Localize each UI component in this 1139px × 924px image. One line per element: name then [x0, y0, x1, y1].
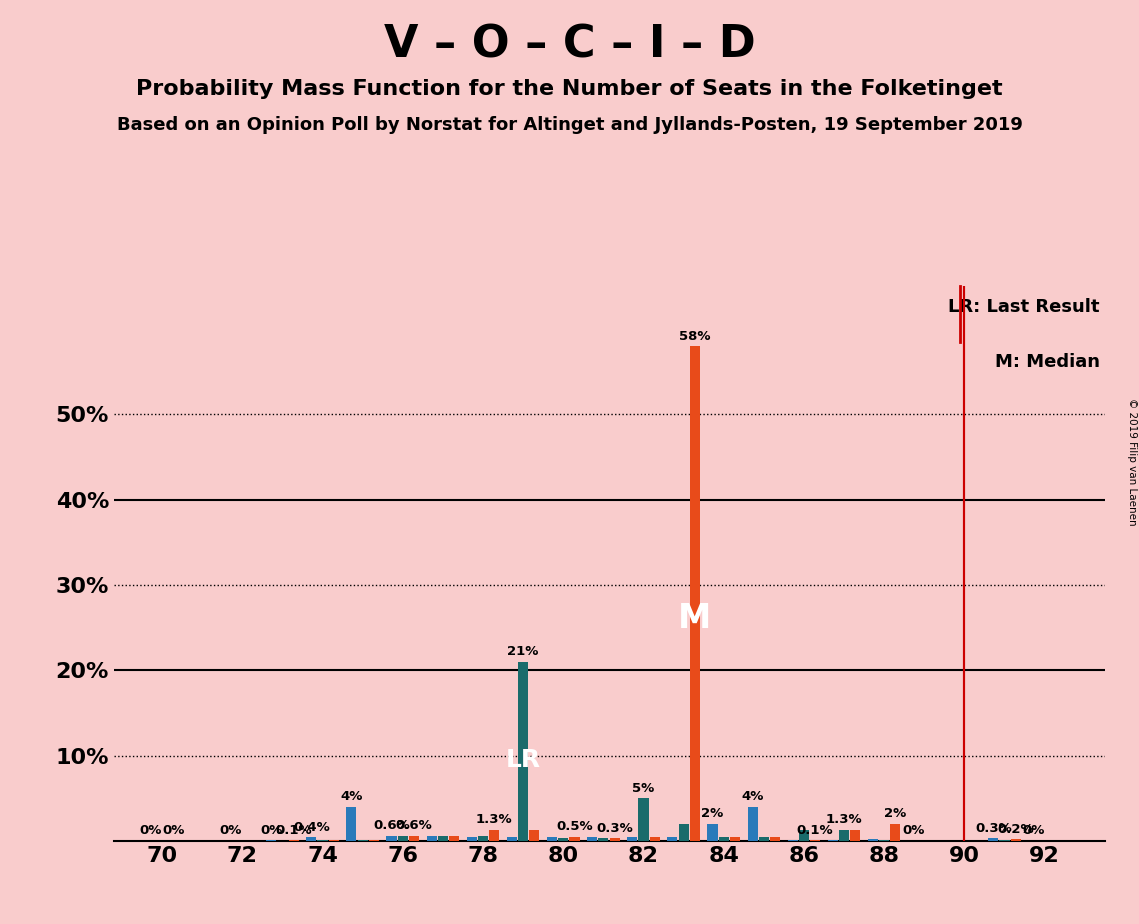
Text: 0.1%: 0.1% [797, 823, 834, 836]
Bar [1010, 839, 1021, 841]
Text: 2%: 2% [702, 808, 723, 821]
Bar [478, 835, 487, 841]
Bar [467, 836, 477, 841]
Text: 0.5%: 0.5% [556, 821, 592, 833]
Bar [530, 830, 540, 841]
Bar [507, 836, 517, 841]
Bar [667, 836, 678, 841]
Bar [850, 830, 860, 841]
Text: 0%: 0% [220, 824, 243, 837]
Bar [409, 835, 419, 841]
Bar [547, 836, 557, 841]
Bar [707, 824, 718, 841]
Bar [770, 836, 780, 841]
Text: 0.3%: 0.3% [596, 821, 633, 835]
Bar [639, 798, 648, 841]
Text: 0%: 0% [902, 824, 924, 837]
Text: M: Median: M: Median [994, 353, 1100, 371]
Bar [449, 835, 459, 841]
Text: LR: Last Result: LR: Last Result [949, 298, 1100, 315]
Bar [570, 836, 580, 841]
Bar [306, 837, 317, 841]
Bar [747, 807, 757, 841]
Bar [839, 830, 849, 841]
Text: 0.3%: 0.3% [975, 821, 1011, 835]
Bar [437, 835, 448, 841]
Bar [598, 838, 608, 841]
Text: V – O – C – I – D: V – O – C – I – D [384, 23, 755, 67]
Text: 0.1%: 0.1% [276, 823, 312, 836]
Bar [730, 836, 740, 841]
Bar [609, 838, 620, 841]
Bar [427, 835, 436, 841]
Text: Based on an Opinion Poll by Norstat for Altinget and Jyllands-Posten, 19 Septemb: Based on an Opinion Poll by Norstat for … [116, 116, 1023, 133]
Bar [558, 838, 568, 841]
Text: 0.2%: 0.2% [998, 822, 1034, 835]
Text: 58%: 58% [679, 330, 711, 343]
Text: 0.6%: 0.6% [374, 820, 410, 833]
Text: 5%: 5% [632, 782, 655, 795]
Text: 1.3%: 1.3% [826, 813, 862, 826]
Bar [398, 835, 408, 841]
Bar [587, 836, 597, 841]
Bar [346, 807, 357, 841]
Text: © 2019 Filip van Laenen: © 2019 Filip van Laenen [1126, 398, 1137, 526]
Text: 1.3%: 1.3% [476, 813, 513, 826]
Bar [891, 824, 901, 841]
Text: 4%: 4% [341, 790, 362, 803]
Bar [719, 836, 729, 841]
Text: 21%: 21% [507, 645, 539, 658]
Bar [690, 346, 699, 841]
Bar [868, 839, 878, 841]
Bar [798, 830, 809, 841]
Bar [989, 838, 999, 841]
Text: 0.4%: 0.4% [293, 821, 329, 834]
Bar [386, 835, 396, 841]
Bar [759, 836, 769, 841]
Bar [679, 824, 689, 841]
Text: 0%: 0% [140, 824, 162, 837]
Text: 4%: 4% [741, 790, 764, 803]
Text: M: M [678, 602, 712, 635]
Text: 2%: 2% [884, 808, 907, 821]
Text: 0%: 0% [260, 823, 282, 836]
Text: 0%: 0% [1022, 824, 1044, 837]
Text: LR: LR [506, 748, 541, 772]
Bar [489, 830, 499, 841]
Bar [518, 662, 528, 841]
Text: 0%: 0% [162, 824, 185, 837]
Text: Probability Mass Function for the Number of Seats in the Folketinget: Probability Mass Function for the Number… [137, 79, 1002, 99]
Bar [649, 836, 659, 841]
Text: 0.6%: 0.6% [395, 820, 433, 833]
Bar [628, 836, 638, 841]
